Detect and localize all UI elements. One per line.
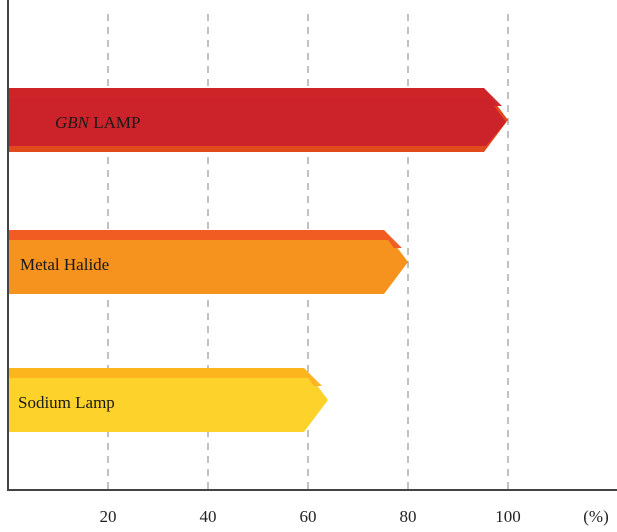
bar-labels: GBN LAMP Metal Halide Sodium Lamp xyxy=(18,113,140,412)
bar-sodium-lamp-face xyxy=(9,378,326,426)
bar-sodium-lamp xyxy=(9,368,328,432)
x-tick-label-40: 40 xyxy=(200,507,217,526)
bar-label-gbn-lamp: GBN LAMP xyxy=(55,113,140,132)
bar-label-metal-halide-text: Metal Halide xyxy=(20,255,109,274)
bars xyxy=(9,88,508,432)
x-unit-label: (%) xyxy=(583,507,608,526)
x-tick-label-80: 80 xyxy=(400,507,417,526)
bar-label-sodium-lamp-text: Sodium Lamp xyxy=(18,393,115,412)
bar-metal-halide-face xyxy=(9,240,406,288)
x-tick-label-100: 100 xyxy=(495,507,521,526)
bar-metal-halide xyxy=(9,230,408,294)
x-tick-label-60: 60 xyxy=(300,507,317,526)
bar-label-gbn-lamp-text: LAMP xyxy=(89,113,140,132)
bar-label-gbn-lamp-italic: GBN xyxy=(55,113,91,132)
x-tick-labels: 20 40 60 80 100 xyxy=(100,507,521,526)
bar-gbn-lamp xyxy=(9,88,508,152)
bar-gbn-lamp-face xyxy=(9,98,506,146)
bar-label-metal-halide: Metal Halide xyxy=(20,255,109,274)
bar-label-sodium-lamp: Sodium Lamp xyxy=(18,393,115,412)
x-tick-label-20: 20 xyxy=(100,507,117,526)
